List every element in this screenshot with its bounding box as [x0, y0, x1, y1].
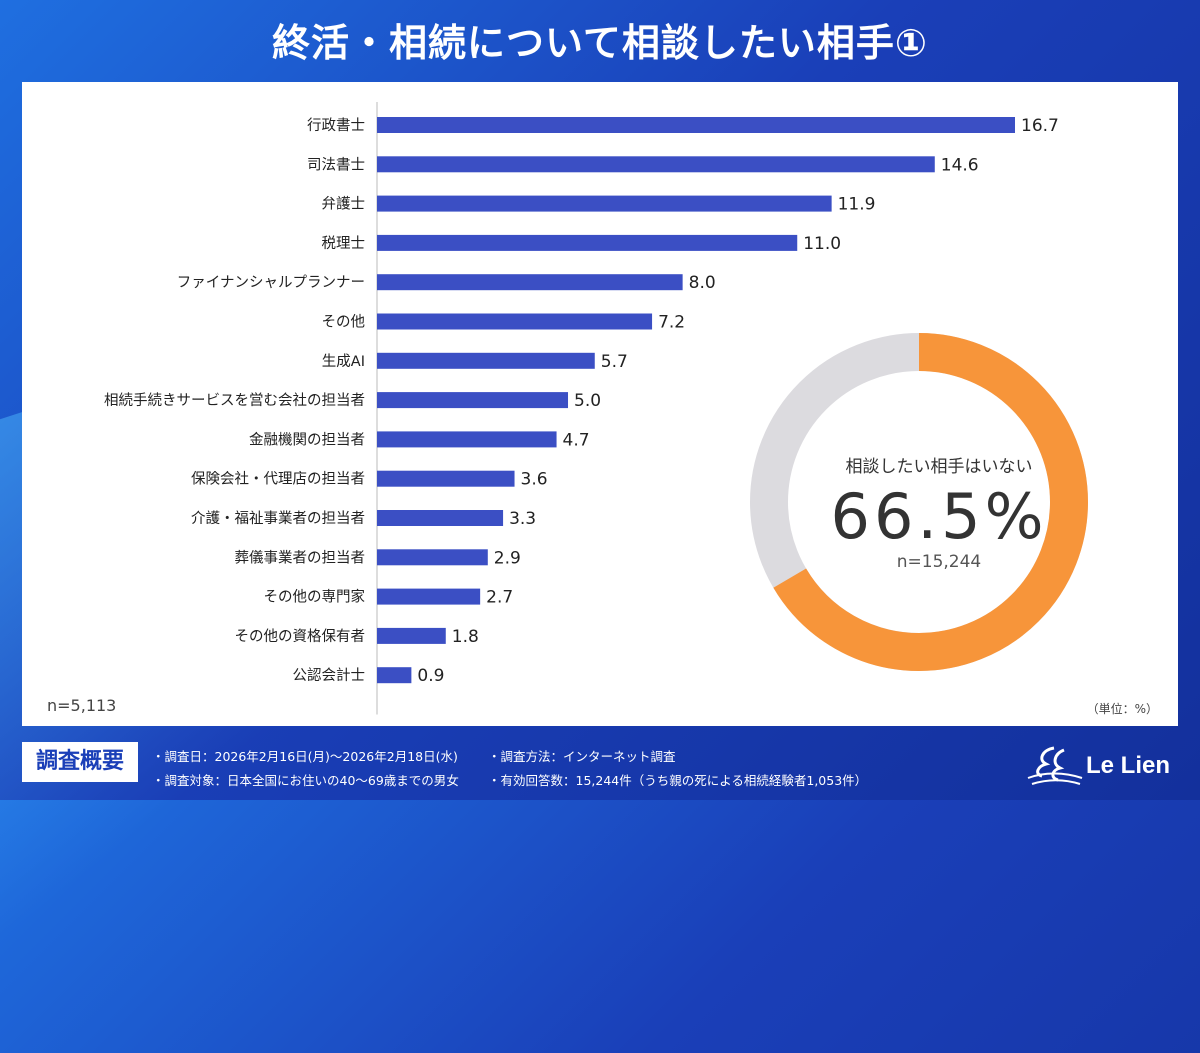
category-label: 弁護士 — [322, 196, 366, 213]
data-label: 16.7 — [1021, 116, 1059, 136]
data-label: 4.7 — [563, 430, 590, 450]
bar-chart: 行政書士 16.7 司法書士 14.6 弁護士 11.9 税理士 11.0 ファイナンシャルプラ… — [104, 102, 1088, 715]
category-label: 介護・福祉事業者の担当者 — [191, 510, 365, 527]
donut-caption: 相談したい相手はいない — [845, 457, 1033, 477]
bar — [377, 234, 798, 251]
category-label: その他の専門家 — [264, 589, 366, 606]
data-label: 5.0 — [574, 391, 601, 411]
survey-target: ・調査対象：日本全国にお住いの40～69歳までの男女 — [152, 773, 459, 788]
bar — [377, 667, 412, 684]
data-label: 5.7 — [601, 352, 628, 372]
category-label: 金融機関の担当者 — [249, 431, 365, 448]
category-label: 相続手続きサービスを営む会社の担当者 — [104, 392, 365, 409]
bar — [377, 156, 935, 173]
bar — [377, 313, 653, 330]
page-title: 終活・相続について相談したい相手① — [271, 21, 929, 65]
donut-value: 66.5% — [830, 480, 1048, 553]
data-label: 11.0 — [803, 234, 841, 254]
data-label: 3.3 — [509, 509, 536, 529]
category-label: 葬儀事業者の担当者 — [235, 548, 366, 566]
category-label: 保険会社・代理店の担当者 — [191, 471, 365, 488]
bar — [377, 117, 1015, 133]
category-label: 生成AI — [322, 353, 365, 370]
category-label: その他 — [322, 314, 366, 331]
survey-date: ・調査日：2026年2月16日(月)～2026年2月18日(水) — [152, 749, 458, 764]
data-label: 3.6 — [521, 470, 548, 490]
category-label: ファイナンシャルプランナー — [177, 274, 365, 291]
unit-label: （単位：%） — [1086, 702, 1158, 716]
bar — [377, 588, 481, 605]
data-label: 2.9 — [494, 548, 521, 568]
bar — [377, 549, 488, 566]
le-lien-logo: Le Lien — [1024, 744, 1184, 790]
data-label: 11.9 — [838, 195, 876, 215]
le-lien-logo-icon — [1027, 746, 1083, 785]
donut-sample-size: n=15,244 — [896, 552, 982, 572]
bar — [377, 431, 557, 448]
chart-panel: 行政書士 16.7 司法書士 14.6 弁護士 11.9 税理士 11.0 ファイナンシャルプラ… — [22, 82, 1178, 726]
survey-footer: 調査概要 ・調査日：2026年2月16日(月)～2026年2月18日(水) ・調… — [0, 730, 1200, 800]
bar-sample-size: n=5,113 — [47, 696, 117, 715]
bar — [377, 352, 595, 369]
bar — [377, 510, 504, 526]
donut-value-segment — [750, 333, 1088, 671]
data-label: 2.7 — [486, 588, 513, 608]
data-label: 14.6 — [941, 155, 979, 175]
data-label: 1.8 — [452, 627, 479, 647]
bar — [377, 195, 832, 212]
category-label: 司法書士 — [307, 156, 365, 173]
category-label: 行政書士 — [307, 117, 365, 134]
survey-method: ・調査方法：インターネット調査 — [488, 749, 676, 764]
category-label: 公認会計士 — [293, 667, 366, 684]
data-label: 8.0 — [689, 273, 716, 293]
bar — [377, 392, 569, 409]
bar — [377, 627, 446, 644]
data-label: 7.2 — [658, 313, 685, 333]
bar — [377, 274, 683, 291]
bar — [377, 470, 515, 487]
category-label: その他の資格保有者 — [235, 628, 366, 645]
category-label: 税理士 — [322, 235, 366, 252]
logo-text: Le Lien — [1086, 752, 1171, 779]
survey-responses: ・有効回答数：15,244件（うち親の死による相続経験者1,053件） — [488, 773, 868, 788]
data-label: 0.9 — [417, 666, 444, 686]
survey-overview-badge: 調査概要 — [22, 742, 138, 782]
